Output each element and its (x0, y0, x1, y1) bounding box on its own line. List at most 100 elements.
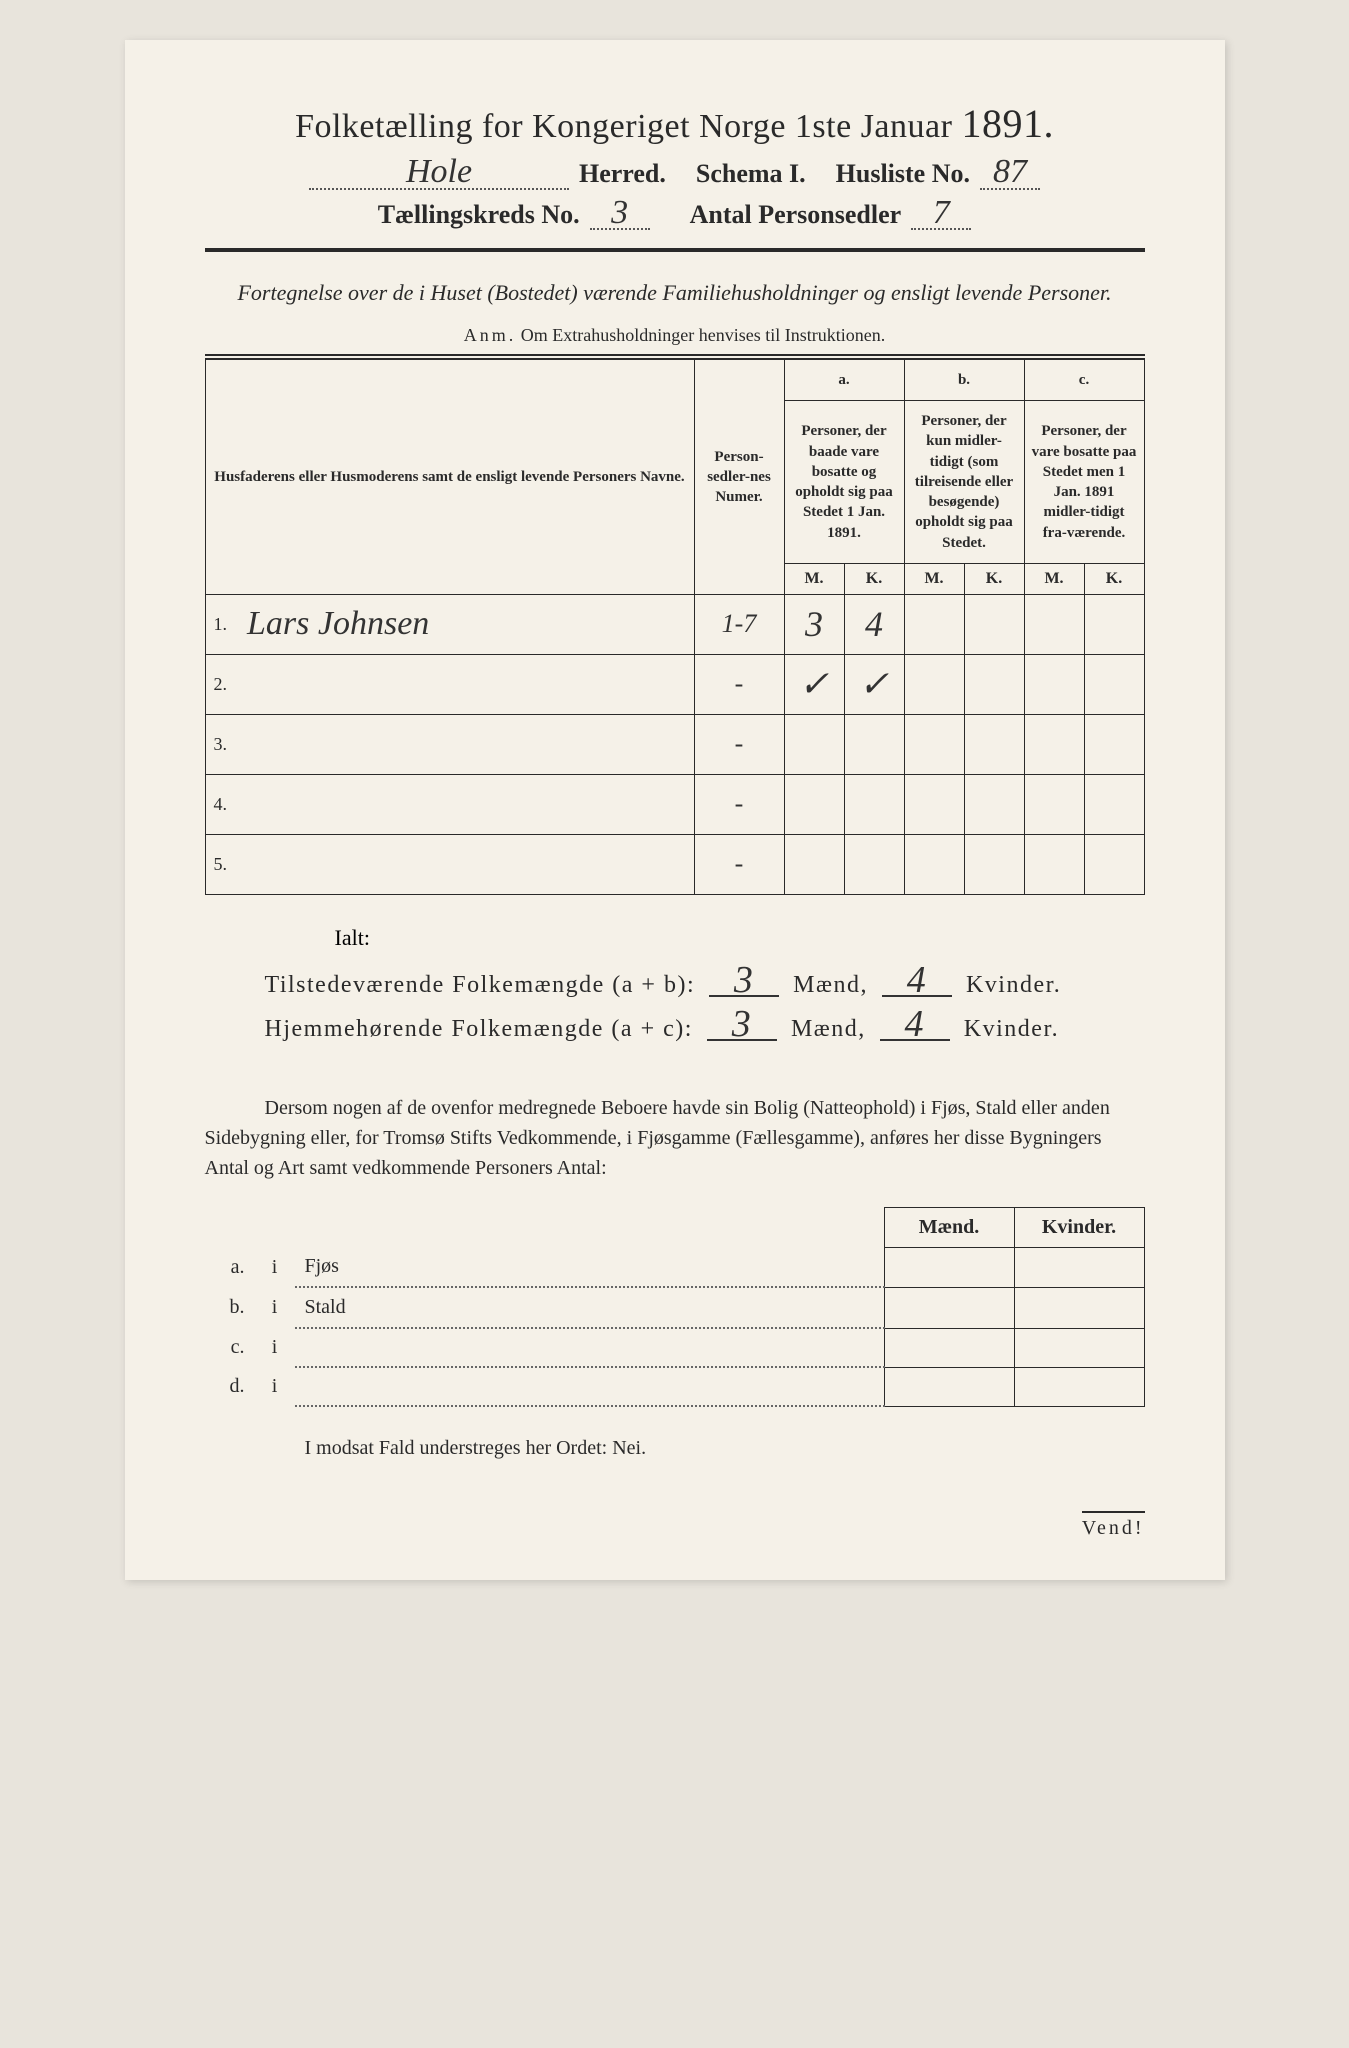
c-k-cell (1084, 654, 1144, 714)
table-row: 2.-✓✓ (205, 654, 1144, 714)
bottom-table: Mænd. Kvinder. a.iFjøsb.iStaldc.id.i (205, 1207, 1145, 1408)
table-row: 5. - (205, 834, 1144, 894)
bottom-row-label: b. (205, 1287, 255, 1328)
name-cell (239, 714, 694, 774)
c-k-cell (1084, 774, 1144, 834)
b-m-cell (904, 774, 964, 834)
col-names: Husfaderens eller Husmoderens samt de en… (205, 357, 694, 595)
b-k-cell (964, 654, 1024, 714)
c-k-cell (1084, 834, 1144, 894)
c-m-cell (1024, 654, 1084, 714)
husliste-label: Husliste No. (836, 159, 970, 189)
b-k-cell (964, 714, 1024, 774)
c-k-cell (1084, 594, 1144, 654)
b-m-cell (904, 594, 964, 654)
bottom-i: i (255, 1287, 295, 1328)
sum2-label: Hjemmehørende Folkemængde (a + c): (265, 1016, 693, 1043)
nei-line: I modsat Fald understreges her Ordet: Ne… (305, 1437, 1145, 1460)
c-k-cell (1084, 714, 1144, 774)
herred-label: Herred. (579, 159, 666, 189)
a-m: M. (784, 563, 844, 594)
antal-label: Antal Personsedler (690, 200, 902, 230)
pnum-cell: - (694, 654, 784, 714)
a-k-cell (844, 714, 904, 774)
main-table: Husfaderens eller Husmoderens samt de en… (205, 354, 1145, 895)
b-m: M. (904, 563, 964, 594)
schema-label: Schema I. (696, 159, 806, 189)
c-m-cell (1024, 834, 1084, 894)
bottom-row: d.i (205, 1367, 1145, 1406)
a-m-cell (784, 834, 844, 894)
col-c-label: c. (1024, 357, 1144, 401)
name-cell (239, 834, 694, 894)
vend-label: Vend! (1082, 1511, 1145, 1540)
anm-text: Om Extrahusholdninger henvises til Instr… (521, 325, 885, 345)
b-m-cell (904, 834, 964, 894)
col-pnum: Person-sedler-nes Numer. (694, 357, 784, 595)
sum2-m: 3 (707, 1009, 777, 1041)
herred-field: Hole (309, 157, 569, 190)
bottom-kvinder-val (1014, 1367, 1144, 1406)
bottom-maend-val (884, 1328, 1014, 1367)
b-m-cell (904, 714, 964, 774)
page-title: Folketælling for Kongeriget Norge 1ste J… (205, 100, 1145, 147)
a-k-cell (844, 774, 904, 834)
spacer (255, 1207, 295, 1247)
sum1-label: Tilstedeværende Folkemængde (a + b): (265, 972, 696, 999)
row-number: 4. (205, 774, 239, 834)
table-row: 4. - (205, 774, 1144, 834)
col-b-text: Personer, der kun midler-tidigt (som til… (904, 401, 1024, 564)
summary-line-1: Tilstedeværende Folkemængde (a + b): 3 M… (265, 965, 1145, 999)
pnum-cell: - (694, 834, 784, 894)
c-m: M. (1024, 563, 1084, 594)
bottom-name: Stald (295, 1287, 885, 1328)
spacer (205, 1207, 255, 1247)
kreds-label: Tællingskreds No. (378, 200, 580, 230)
title-text: Folketælling for Kongeriget Norge 1ste J… (295, 108, 961, 145)
pnum-cell: 1-7 (694, 594, 784, 654)
a-k-cell: ✓ (844, 654, 904, 714)
title-year: 1891. (961, 101, 1054, 146)
sum1-kvinder: Kvinder. (966, 972, 1061, 999)
a-k: K. (844, 563, 904, 594)
header-row-1: Hole Herred. Schema I. Husliste No. 87 (205, 157, 1145, 190)
c-m-cell (1024, 714, 1084, 774)
divider (205, 248, 1145, 252)
ialt-label: Ialt: (335, 925, 1145, 951)
table-row: 1.Lars Johnsen1-734 (205, 594, 1144, 654)
row-number: 3. (205, 714, 239, 774)
pnum-cell: - (694, 774, 784, 834)
a-k-cell: 4 (844, 594, 904, 654)
bottom-kvinder-val (1014, 1287, 1144, 1328)
spacer (295, 1207, 885, 1247)
table-row: 3.- (205, 714, 1144, 774)
col-a-label: a. (784, 357, 904, 401)
bottom-kvinder-val (1014, 1328, 1144, 1367)
b-k-cell (964, 834, 1024, 894)
bottom-row: b.iStald (205, 1287, 1145, 1328)
sum1-maend: Mænd, (793, 972, 868, 999)
sum2-kvinder: Kvinder. (964, 1016, 1059, 1043)
sum2-k: 4 (880, 1009, 950, 1041)
row-number: 5. (205, 834, 239, 894)
bottom-i: i (255, 1367, 295, 1406)
bottom-kvinder-header: Kvinder. (1014, 1207, 1144, 1247)
bottom-name (295, 1328, 885, 1367)
c-m-cell (1024, 774, 1084, 834)
bottom-row: a.iFjøs (205, 1247, 1145, 1287)
bottom-row-label: d. (205, 1367, 255, 1406)
c-k: K. (1084, 563, 1144, 594)
b-k: K. (964, 563, 1024, 594)
a-m-cell (784, 714, 844, 774)
row-number: 1. (205, 594, 239, 654)
bottom-maend-val (884, 1287, 1014, 1328)
col1-text: Husfaderens eller Husmoderens samt de en… (214, 469, 684, 485)
header-row-2: Tællingskreds No. 3 Antal Personsedler 7 (205, 198, 1145, 231)
bottom-row: c.i (205, 1328, 1145, 1367)
b-k-cell (964, 594, 1024, 654)
name-cell (239, 774, 694, 834)
a-k-cell (844, 834, 904, 894)
census-form-page: Folketælling for Kongeriget Norge 1ste J… (125, 40, 1225, 1580)
antal-field: 7 (911, 198, 971, 231)
bottom-row-label: a. (205, 1247, 255, 1287)
